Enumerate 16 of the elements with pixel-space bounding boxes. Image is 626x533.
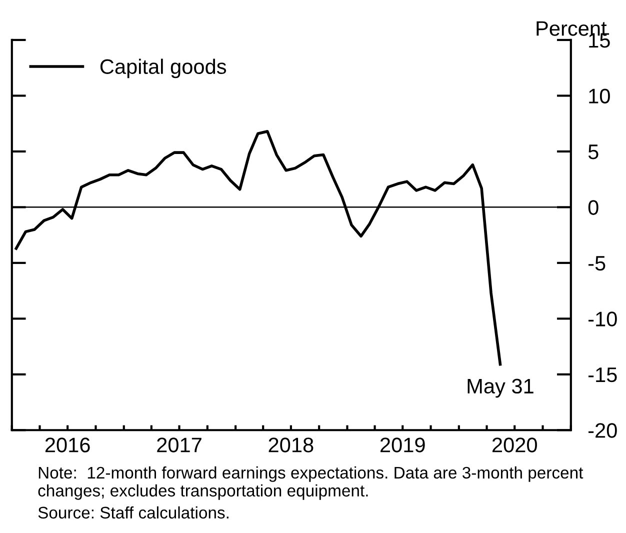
x-tick-label: 2017 xyxy=(157,438,202,452)
y-tick-label: -20 xyxy=(588,423,617,438)
annotation: May 31 xyxy=(468,378,534,398)
x-tick-label: 2020 xyxy=(492,438,537,452)
y-tick-label: 0 xyxy=(588,200,598,215)
y-tick-label: -15 xyxy=(588,368,617,382)
x-tick-label: 2018 xyxy=(268,438,314,452)
legend-label: Capital goods xyxy=(100,58,226,78)
y-tick-label: 10 xyxy=(589,88,610,104)
y-tick-label: 5 xyxy=(588,144,598,160)
source-note: Source: Staff calculations. xyxy=(38,506,228,519)
text: Note: 12-month forward earnings expectations. Data are 3-month percent changes; excludes transportation equipment. xyxy=(38,466,584,500)
y-tick-label: -10 xyxy=(588,312,617,326)
x-tick-label: 2016 xyxy=(45,438,90,452)
x-tick-label: 2019 xyxy=(380,438,425,452)
y-tick-label: -5 xyxy=(588,256,606,271)
